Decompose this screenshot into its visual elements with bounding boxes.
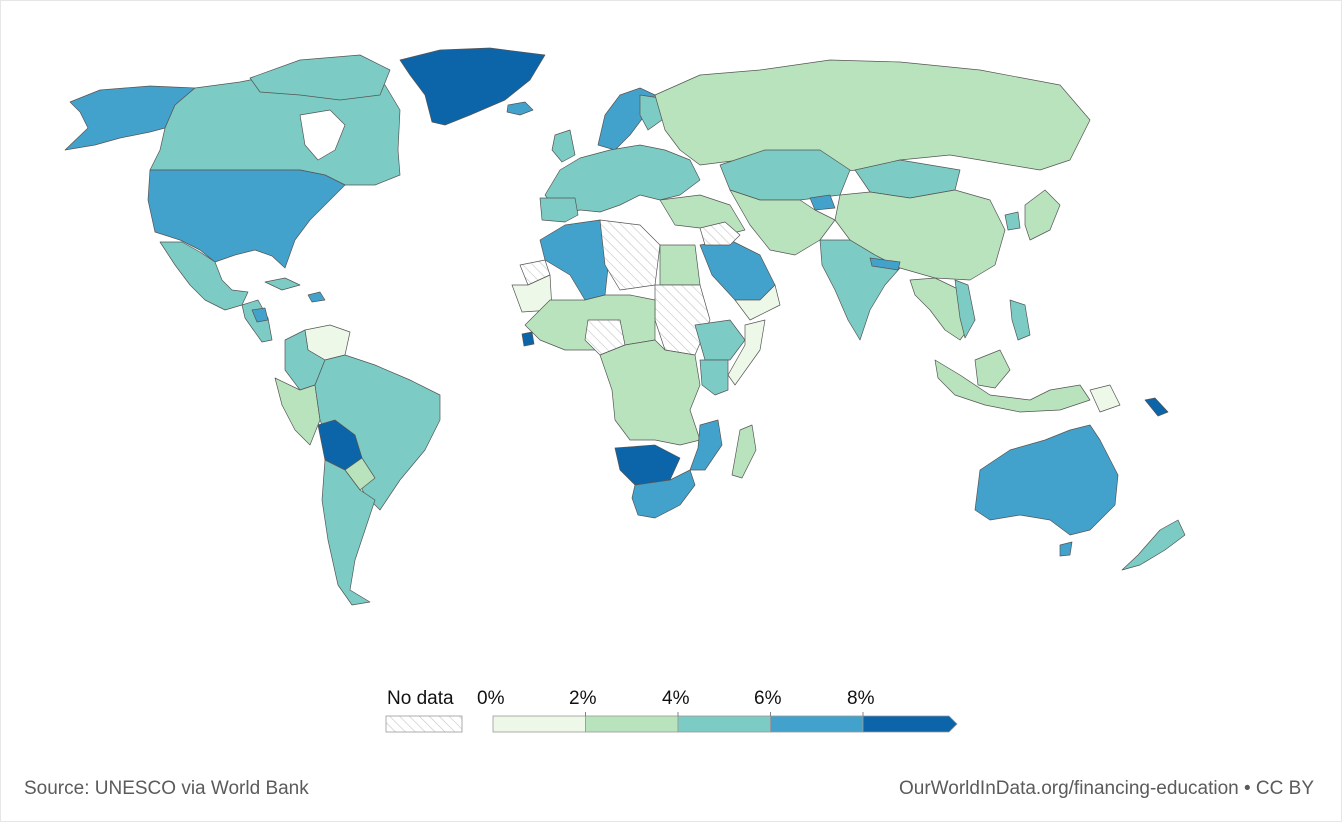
map-region-central-asia[interactable] [729, 189, 836, 256]
map-region-solomon-islands[interactable] [1144, 397, 1169, 417]
legend-tick-0: 0% [477, 688, 505, 709]
map-region-honduras[interactable] [251, 307, 269, 323]
map-region-iberia[interactable] [539, 197, 579, 223]
map-region-russia[interactable] [654, 59, 1091, 173]
map-region-mexico[interactable] [159, 241, 249, 311]
map-region-somalia[interactable] [727, 319, 766, 386]
map-region-tasmania[interactable] [1059, 541, 1073, 557]
map-region-argentina-chile[interactable] [321, 459, 376, 606]
legend-bin-4-6[interactable] [677, 715, 771, 733]
legend-bin-8-plus[interactable] [862, 715, 958, 733]
map-region-sierra-leone[interactable] [521, 331, 535, 347]
legend-color-bar[interactable] [490, 712, 960, 736]
map-region-australia[interactable] [974, 424, 1119, 536]
map-region-alaska[interactable] [64, 85, 196, 151]
legend-no-data-label: No data [387, 688, 454, 709]
map-region-united-kingdom[interactable] [551, 129, 576, 163]
map-region-namibia-botswana[interactable] [614, 444, 681, 486]
map-region-cuba[interactable] [264, 277, 301, 291]
map-region-iraq-syria[interactable] [699, 221, 741, 246]
map-region-libya-egypt-north[interactable] [599, 219, 661, 291]
map-region-south-africa[interactable] [631, 469, 696, 519]
map-region-madagascar[interactable] [731, 424, 757, 479]
map-region-ethiopia[interactable] [694, 319, 746, 361]
map-region-indonesia[interactable] [934, 359, 1091, 413]
map-region-new-zealand[interactable] [1121, 519, 1186, 571]
map-region-philippines[interactable] [1009, 299, 1031, 341]
map-region-egypt[interactable] [659, 244, 701, 286]
map-region-kyrgyzstan[interactable] [809, 194, 836, 211]
map-region-mauritania[interactable] [511, 274, 553, 313]
map-region-papua-new-guinea[interactable] [1089, 384, 1121, 413]
legend-tick-2: 2% [569, 688, 597, 709]
map-region-saudi-arabia[interactable] [699, 239, 776, 301]
legend-bin-2-4[interactable] [585, 715, 679, 733]
map-region-caribbean[interactable] [307, 291, 326, 303]
map-region-south-korea[interactable] [1004, 211, 1021, 231]
map-region-western-europe[interactable] [544, 144, 701, 216]
map-region-yemen-oman[interactable] [734, 284, 781, 321]
map-region-kenya-tanzania[interactable] [699, 359, 729, 396]
footer-source: Source: UNESCO via World Bank [24, 778, 309, 799]
footer-credit-link[interactable]: OurWorldInData.org/financing-education •… [898, 778, 1314, 799]
map-region-nepal[interactable] [869, 257, 901, 271]
map-region-central-africa[interactable] [599, 339, 701, 446]
legend-tick-6: 6% [754, 688, 782, 709]
map-region-borneo[interactable] [974, 349, 1011, 389]
map-region-vietnam[interactable] [954, 279, 976, 339]
map-region-united-states[interactable] [147, 169, 346, 269]
map-region-canada-hudson-bay[interactable] [299, 109, 346, 161]
map-region-iceland[interactable] [506, 101, 534, 116]
map-region-peru[interactable] [274, 377, 321, 446]
map-region-greenland[interactable] [399, 47, 546, 126]
legend-bin-0-2[interactable] [492, 715, 586, 733]
map-region-mozambique[interactable] [689, 419, 723, 471]
map-region-arctic-islands[interactable] [249, 54, 391, 101]
legend-bin-6-8[interactable] [770, 715, 864, 733]
legend-tick-8: 8% [847, 688, 875, 709]
legend-tick-4: 4% [662, 688, 690, 709]
legend-no-data-swatch[interactable] [385, 712, 465, 736]
map-region-korea-japan[interactable] [1024, 189, 1061, 241]
world-map[interactable] [0, 0, 1342, 680]
